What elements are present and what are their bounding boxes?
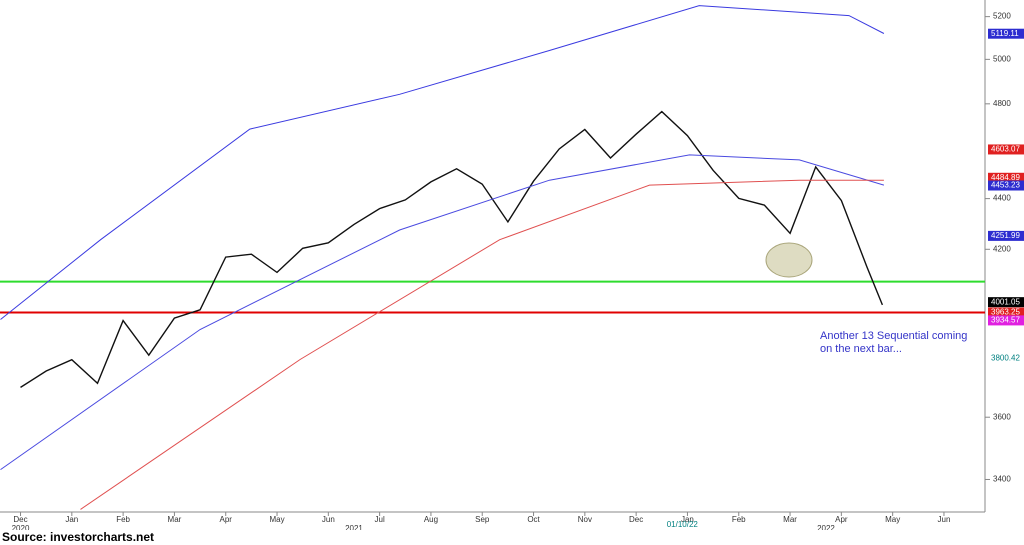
price-label-box — [988, 353, 1024, 364]
price-label: 4603.07 — [991, 145, 1020, 154]
source: Source: investorcharts.net — [2, 530, 155, 544]
x-tick-label: Apr — [220, 515, 233, 524]
x-tick-label: Dec — [629, 515, 643, 524]
price-label: 3963.25 — [991, 308, 1020, 317]
indicator-line — [0, 154, 885, 471]
x-tick-label: Jul — [375, 515, 385, 524]
y-tick-label: 4400 — [993, 194, 1011, 203]
x-tick-label: Jun — [938, 515, 951, 524]
x-tick-label: Feb — [116, 515, 130, 524]
x-tick-label: Oct — [527, 515, 540, 524]
plot-area — [0, 0, 985, 512]
price-label: 3934.57 — [991, 316, 1020, 325]
price-label: 5119.11 — [991, 29, 1019, 38]
price-label-box — [988, 28, 1024, 39]
price-label: 3800.42 — [991, 353, 1020, 362]
price-label: 4001.05 — [991, 297, 1020, 306]
y-tick-label: 4800 — [993, 99, 1011, 108]
x-year-label: 2022 — [817, 524, 835, 530]
x-tick-label: Aug — [424, 515, 438, 524]
price-label-box — [988, 230, 1024, 241]
y-tick-label: 3600 — [993, 412, 1011, 421]
y-tick-label: 3400 — [993, 475, 1011, 484]
price-label-box — [988, 315, 1024, 326]
date-marker: 01/10/22 — [667, 520, 699, 529]
x-tick-label: Jun — [322, 515, 335, 524]
x-tick-label: Dec — [13, 515, 27, 524]
price-line — [20, 110, 884, 388]
y-tick-label: 5000 — [993, 54, 1011, 63]
x-year-label: 2020 — [12, 524, 30, 530]
x-tick-label: Mar — [783, 515, 797, 524]
annotation: Another 13 Sequential coming on the next… — [820, 330, 968, 355]
price-label-box — [988, 307, 1024, 318]
price-label: 4453.23 — [991, 181, 1020, 190]
price-label-box — [988, 180, 1024, 191]
price-label: 4251.99 — [991, 231, 1020, 240]
price-label-box — [988, 172, 1024, 183]
x-tick-label: Nov — [578, 515, 592, 524]
x-tick-label: Jan — [681, 515, 694, 524]
price-label-box — [988, 297, 1024, 308]
x-tick-label: Jan — [65, 515, 78, 524]
y-tick-label: 5200 — [993, 12, 1011, 21]
price-label: 4484.89 — [991, 173, 1020, 182]
chart: 3400 3600 4200 4400 4800 5000 5200 Dec Jan Feb Mar… — [0, 0, 1024, 533]
x-year-label: 2021 — [345, 524, 363, 530]
x-tick-label: May — [269, 515, 284, 524]
indicator-line — [80, 179, 884, 510]
x-tick-label: Sep — [475, 515, 490, 524]
x-tick-label: Mar — [168, 515, 182, 524]
highlight-circle — [765, 242, 813, 278]
price-label-box — [988, 144, 1024, 155]
x-tick-label: May — [885, 515, 900, 524]
x-tick-label: Apr — [835, 515, 848, 524]
y-tick-label: 4200 — [993, 244, 1011, 253]
x-tick-label: Feb — [732, 515, 746, 524]
indicator-line — [0, 5, 885, 320]
